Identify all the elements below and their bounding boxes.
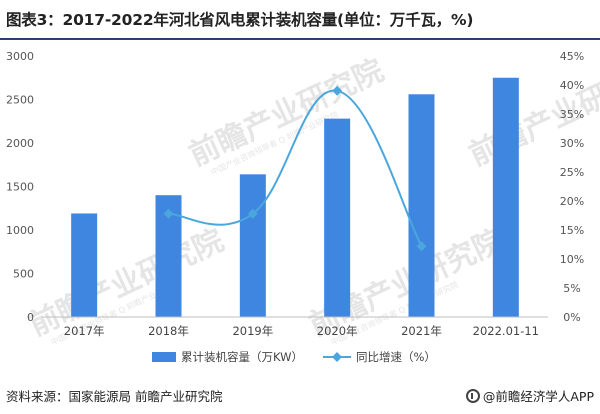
y-left-tick-label: 1000 xyxy=(6,224,34,237)
x-tick-label: 2017年 xyxy=(64,324,105,338)
brand-label: @前瞻经济学人APP xyxy=(482,389,594,404)
y-right-tick-label: 20% xyxy=(560,195,584,208)
y-right-tick-label: 45% xyxy=(560,50,584,63)
growth-point xyxy=(416,241,427,252)
x-tick-label: 2022.01-11 xyxy=(473,324,539,338)
y-left-tick-label: 3000 xyxy=(6,50,34,63)
title-underline xyxy=(0,38,600,40)
y-right-tick-label: 5% xyxy=(563,282,580,295)
growth-point xyxy=(332,85,343,96)
legend-line-label: 同比增速（%） xyxy=(356,350,436,364)
y-right-tick-label: 25% xyxy=(560,166,584,179)
x-tick-label: 2020年 xyxy=(317,324,358,338)
legend-bar-label: 累计装机容量（万KW） xyxy=(181,350,303,364)
growth-point xyxy=(247,208,258,219)
y-left-tick-label: 2500 xyxy=(6,94,34,107)
x-tick-label: 2019年 xyxy=(232,324,273,338)
y-right-tick-label: 30% xyxy=(560,137,584,150)
bar xyxy=(408,94,435,317)
legend-line-marker xyxy=(332,352,342,362)
line-layer xyxy=(163,85,427,252)
chart-title: 图表3：2017-2022年河北省风电累计装机容量(单位：万千瓦，%) xyxy=(6,11,474,29)
bar xyxy=(71,213,98,317)
x-tick-label: 2021年 xyxy=(401,324,442,338)
growth-point xyxy=(163,208,174,219)
legend-bar-swatch xyxy=(152,352,176,362)
y-left-tick-label: 2000 xyxy=(6,137,34,150)
brand-credit: @前瞻经济学人APP xyxy=(465,386,594,405)
growth-line xyxy=(168,89,423,247)
axis-layer: 0 500 1000 1500 2000 2500 3000 0% 5% 10% 15% 20% 25%… xyxy=(6,50,584,338)
y-right-tick-label: 0% xyxy=(563,311,580,324)
x-tick-label: 2018年 xyxy=(148,324,189,338)
source-note: 资料来源：国家能源局 前瞻产业研究院 xyxy=(6,389,223,404)
bar xyxy=(239,174,266,317)
y-left-tick-label: 0 xyxy=(27,311,34,324)
bar xyxy=(492,77,519,317)
y-left-tick-label: 500 xyxy=(13,268,34,281)
y-right-tick-label: 10% xyxy=(560,253,584,266)
y-right-tick-label: 40% xyxy=(560,79,584,92)
legend: 累计装机容量（万KW） 同比增速（%） xyxy=(152,350,436,364)
y-left-tick-label: 1500 xyxy=(6,181,34,194)
bar xyxy=(324,118,351,317)
y-right-tick-label: 15% xyxy=(560,224,584,237)
brand-logo-icon xyxy=(465,388,480,403)
bars-layer xyxy=(71,77,519,317)
y-right-tick-label: 35% xyxy=(560,108,584,121)
